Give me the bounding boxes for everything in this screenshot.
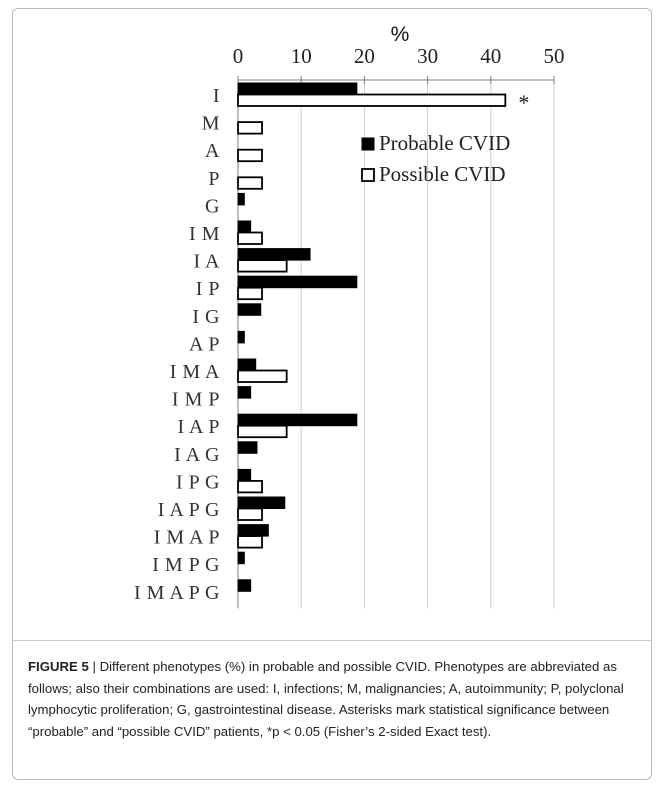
category-label: I M A P: [154, 527, 220, 549]
legend-swatch-probable-cvid: [361, 137, 375, 151]
legend-label-probable-cvid: Probable CVID: [379, 131, 510, 155]
significance-asterisk: *: [518, 90, 529, 115]
category-label: I M: [189, 223, 220, 245]
category-label: I M A P G: [134, 582, 220, 604]
figure-panel: [12, 8, 652, 780]
bar-possible-cvid: [237, 121, 263, 135]
bar-probable-cvid: [237, 358, 257, 371]
bar-probable-cvid: [237, 413, 358, 427]
x-axis-label: %: [391, 23, 410, 46]
x-tick-label: 10: [291, 44, 312, 68]
bar-possible-cvid: [237, 535, 263, 549]
bar-possible-cvid: [237, 176, 263, 190]
bar-possible-cvid: [237, 507, 263, 521]
category-label: I A: [194, 251, 221, 273]
category-label: A: [205, 140, 220, 162]
bar-possible-cvid: [237, 148, 263, 163]
bar-possible-cvid: [237, 286, 263, 301]
bar-possible-cvid: [237, 369, 288, 383]
bar-probable-cvid: [237, 330, 245, 344]
x-tick-label: 20: [354, 44, 375, 68]
category-label: I M P: [172, 389, 220, 411]
bar-possible-cvid: [237, 479, 263, 494]
bar-probable-cvid: [237, 468, 252, 482]
bar-probable-cvid: [237, 275, 358, 289]
caption-separator: |: [88, 659, 100, 674]
figure-label: FIGURE 5: [28, 659, 89, 674]
bar-probable-cvid: [237, 496, 286, 509]
bar-possible-cvid: [237, 259, 288, 273]
x-tick-label: 50: [544, 44, 565, 68]
legend-swatch-possible-cvid: [361, 168, 375, 182]
category-label: I P G: [176, 471, 220, 493]
category-label: I A P G: [158, 499, 220, 521]
x-tick-label: 0: [233, 44, 244, 68]
category-label: G: [205, 195, 220, 217]
figure-caption: FIGURE 5 | Different phenotypes (%) in p…: [28, 656, 628, 742]
bar-probable-cvid: [237, 579, 252, 592]
x-tick-label: 40: [480, 44, 501, 68]
category-label: I A G: [174, 444, 220, 466]
category-label: I G: [192, 306, 220, 328]
category-label: I M A: [170, 361, 220, 383]
bar-probable-cvid: [237, 220, 252, 233]
x-tick-label: 30: [417, 44, 438, 68]
bar-possible-cvid: [237, 424, 288, 439]
bar-probable-cvid: [237, 386, 252, 399]
bar-probable-cvid: [237, 82, 358, 95]
bar-probable-cvid: [237, 441, 258, 454]
category-label: I A P: [177, 416, 220, 438]
legend-label-possible-cvid: Possible CVID: [379, 162, 506, 186]
category-label: M: [202, 113, 220, 135]
category-label: I P: [196, 278, 220, 300]
category-label: A P: [189, 333, 220, 355]
category-label: P: [208, 168, 220, 190]
category-label: I M P G: [152, 554, 220, 576]
bar-probable-cvid: [237, 192, 245, 206]
bar-probable-cvid: [237, 248, 311, 261]
caption-divider: [13, 640, 651, 641]
caption-text: Different phenotypes (%) in probable and…: [28, 659, 628, 739]
bar-possible-cvid: [237, 231, 263, 245]
category-label: I: [213, 85, 220, 107]
bar-possible-cvid: [237, 93, 507, 107]
bar-probable-cvid: [237, 551, 245, 565]
bar-probable-cvid: [237, 524, 269, 537]
bar-probable-cvid: [237, 303, 262, 316]
